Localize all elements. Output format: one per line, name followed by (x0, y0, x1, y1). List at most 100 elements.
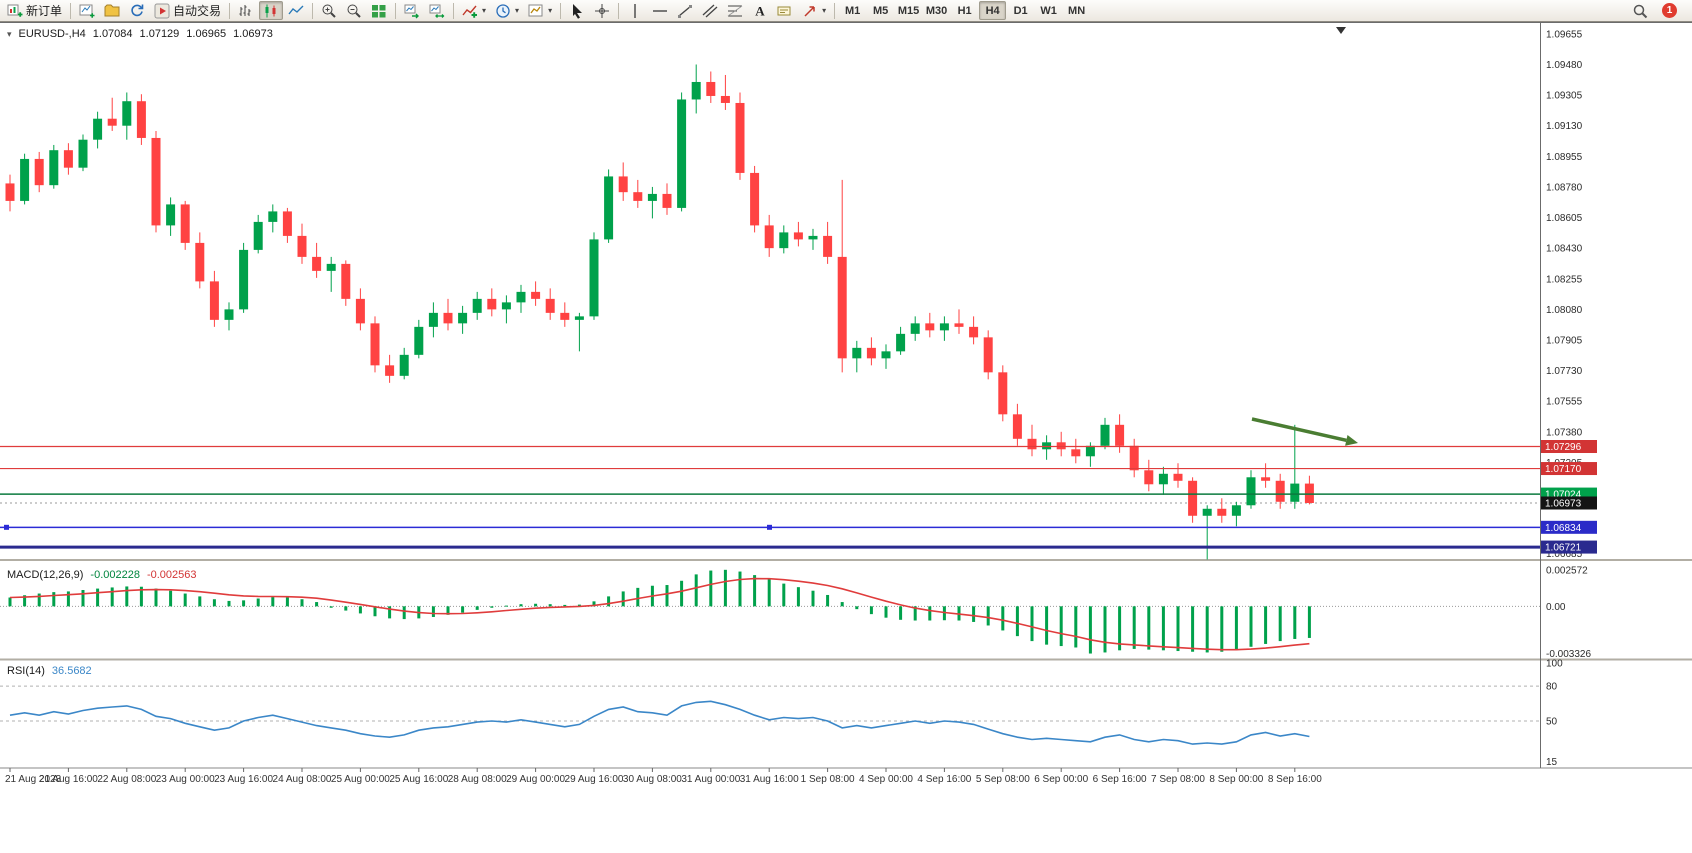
toolbar-tile-windows[interactable] (367, 1, 391, 20)
hline-handle[interactable] (767, 524, 772, 530)
candle (428, 312, 438, 327)
toolbar-line-chart[interactable] (284, 1, 308, 20)
hline-icon (652, 3, 668, 19)
candle (1275, 480, 1285, 502)
price-tick-label: 1.09130 (1546, 121, 1583, 132)
toolbar-text[interactable]: A (748, 1, 772, 20)
candle (896, 333, 906, 352)
notification-badge[interactable]: 1 (1662, 3, 1677, 18)
dropdown-caret-icon: ▾ (548, 6, 553, 15)
candle (166, 204, 176, 226)
toolbar-cursor[interactable] (565, 1, 589, 20)
candle (370, 323, 380, 366)
toolbar-timeframe-m5[interactable]: M5 (867, 1, 894, 20)
hline-handle[interactable] (4, 524, 9, 530)
time-tick-label: 1 Sep 08:00 (801, 774, 855, 785)
toolbar-timeframe-m1[interactable]: M1 (839, 1, 866, 20)
chart-collapse-icon[interactable]: ▾ (7, 29, 12, 39)
price-tick-label: 1.08080 (1546, 305, 1583, 316)
candle (1144, 470, 1154, 485)
time-tick-label: 29 Aug 16:00 (565, 774, 624, 785)
toolbar-separator (560, 2, 562, 19)
trend-arrow[interactable] (1251, 417, 1347, 443)
toolbar-zoom-out[interactable] (342, 1, 366, 20)
candle (969, 326, 979, 338)
macd-bar (1118, 606, 1122, 651)
rsi-label: RSI(14) 36.5682 (7, 665, 99, 677)
toolbar-timeframe-m15[interactable]: M15 (895, 1, 922, 20)
toolbar-fibonacci[interactable] (723, 1, 747, 20)
toolbar-zoom-in[interactable] (317, 1, 341, 20)
candle (20, 158, 30, 201)
toolbar-autotrading[interactable]: 自动交易 (150, 1, 225, 20)
price-tag-label: 1.07170 (1545, 464, 1582, 475)
macd-main-value: -0.002228 (90, 569, 140, 581)
toolbar-timeframe-mn[interactable]: MN (1063, 1, 1090, 20)
toolbar-indicators[interactable]: ▾ (458, 1, 490, 20)
time-tick-label: 21 Aug 2023 (5, 774, 62, 785)
toolbar-chart-shift[interactable] (425, 1, 449, 20)
candle (1231, 505, 1241, 516)
toolbar-horizontal-line[interactable] (648, 1, 672, 20)
time-tick-label: 4 Sep 16:00 (917, 774, 971, 785)
price-tag-label: 1.07024 (1545, 490, 1582, 501)
grid-green-icon (371, 3, 387, 19)
toolbar-vertical-line[interactable] (623, 1, 647, 20)
toolbar-timeframe-h1[interactable]: H1 (951, 1, 978, 20)
macd-bar (504, 605, 508, 607)
toolbar-trendline[interactable] (673, 1, 697, 20)
candle (385, 365, 395, 376)
toolbar-templates[interactable]: ▾ (524, 1, 556, 20)
toolbar-separator (618, 2, 620, 19)
toolbar-profiles[interactable] (100, 1, 124, 20)
trend-arrow-head-icon[interactable] (1345, 435, 1358, 446)
price-axis[interactable]: 1.09655 1.09480 1.09305 1.09130 1.08955 1.087… (1541, 29, 1597, 768)
toolbar-timeframe-d1[interactable]: D1 (1007, 1, 1034, 20)
search-icon (1632, 3, 1648, 19)
toolbar-timeframe-h4[interactable]: H4 (979, 1, 1007, 20)
chart-window[interactable]: 1.09655 1.09480 1.09305 1.09130 1.08955 1.087… (0, 22, 1692, 790)
toolbar-timeframe-m30[interactable]: M30 (923, 1, 950, 20)
toolbar-separator (70, 2, 72, 19)
toolbar-auto-scroll[interactable] (400, 1, 424, 20)
macd-bar (884, 606, 888, 618)
search-button[interactable] (1628, 1, 1652, 20)
macd-bar (66, 591, 70, 607)
rsi-line (9, 700, 1310, 745)
macd-bar (402, 606, 406, 620)
macd-bar (139, 586, 143, 607)
rsi-value: 36.5682 (51, 665, 92, 677)
toolbar-channel[interactable] (698, 1, 722, 20)
candle (983, 337, 993, 373)
price-tag (1541, 520, 1597, 534)
chart-canvas[interactable]: 1.09655 1.09480 1.09305 1.09130 1.08955 1.087… (0, 22, 1692, 790)
toolbar-crosshair[interactable] (590, 1, 614, 20)
toolbar-timeframe-w1[interactable]: W1 (1035, 1, 1062, 20)
price-tag-label: 1.06834 (1545, 523, 1582, 534)
price-tag (1541, 462, 1597, 476)
toolbar-new-order[interactable]: 新订单 (3, 1, 66, 20)
macd-bar (490, 606, 494, 608)
macd-bar (1278, 606, 1282, 642)
candle (516, 291, 526, 303)
candle (458, 312, 468, 324)
macd-bar (519, 604, 523, 607)
candle (107, 118, 117, 126)
toolbar-refresh[interactable] (125, 1, 149, 20)
toolbar-periods[interactable]: ▾ (491, 1, 523, 20)
svg-text:A: A (755, 3, 765, 18)
toolbar-arrows[interactable]: ▾ (798, 1, 830, 20)
candle (355, 298, 365, 324)
macd-bar (1103, 606, 1107, 653)
toolbar-candle-chart[interactable] (259, 1, 284, 20)
candle (1071, 449, 1081, 457)
price-tick-label: 1.09305 (1546, 91, 1583, 102)
toolbar-new-chart[interactable] (75, 1, 99, 20)
candle (151, 137, 161, 226)
toolbar-bar-chart[interactable] (234, 1, 258, 20)
toolbar-text-label[interactable] (773, 1, 797, 20)
candle (837, 256, 847, 359)
candles-icon (263, 3, 279, 19)
macd-bar (928, 606, 932, 621)
